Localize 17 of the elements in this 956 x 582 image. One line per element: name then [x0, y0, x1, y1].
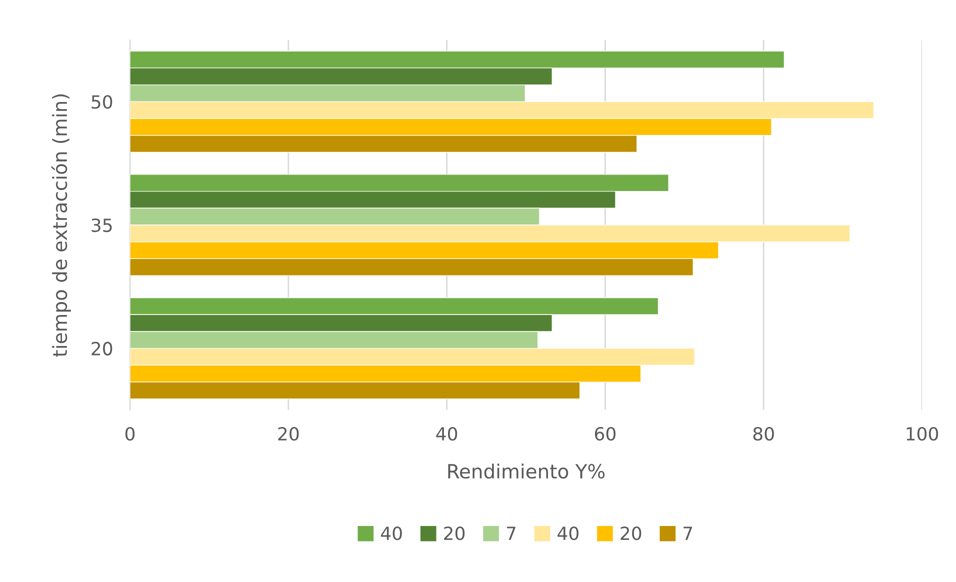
legend-label: 20: [444, 526, 465, 540]
x-axis-title: Rendimiento Y%: [448, 464, 605, 479]
y-tick-label: 50: [92, 95, 112, 109]
x-tick-label: 0: [125, 426, 135, 441]
legend-label: 40: [558, 526, 578, 540]
y-axis-title: tiempo de extracción (min): [51, 94, 71, 357]
legend-label: 40: [380, 526, 402, 540]
x-tick-label: 20: [278, 426, 299, 441]
x-tick-label: 100: [906, 426, 938, 441]
legend-label: 7: [506, 526, 516, 540]
y-tick-label: 35: [92, 218, 112, 232]
x-tick-label: 40: [436, 426, 458, 441]
x-tick-label: 60: [594, 426, 616, 441]
y-tick-label: 20: [92, 342, 112, 356]
legend-label: 20: [620, 526, 642, 540]
legend-label: 7: [684, 526, 692, 540]
x-tick-label: 80: [753, 426, 774, 441]
